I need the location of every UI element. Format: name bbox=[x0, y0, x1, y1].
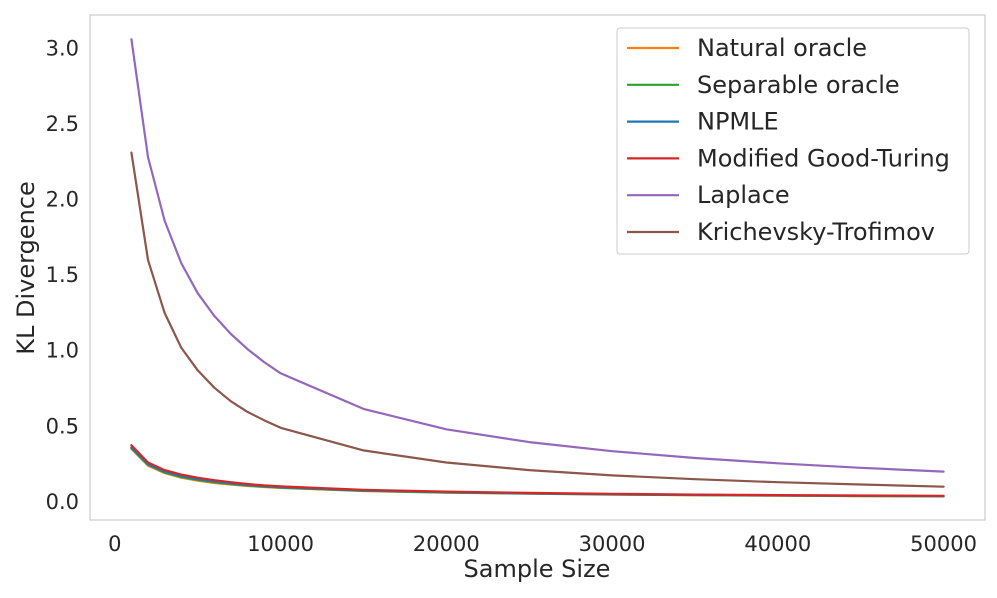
x-tick-label: 20000 bbox=[413, 532, 480, 556]
y-tick-label: 0.5 bbox=[46, 414, 79, 438]
y-tick-labels: 0.0 0.5 1.0 1.5 2.0 2.5 3.0 bbox=[46, 36, 79, 514]
y-tick-label: 2.0 bbox=[46, 187, 79, 211]
y-tick-label: 3.0 bbox=[46, 36, 79, 60]
y-tick-label: 1.5 bbox=[46, 263, 79, 287]
legend-label: NPMLE bbox=[697, 108, 779, 136]
x-tick-label: 10000 bbox=[247, 532, 314, 556]
legend-label: Krichevsky-Trofimov bbox=[697, 218, 935, 246]
series-layer bbox=[130, 38, 945, 498]
series-line-laplace bbox=[130, 38, 945, 473]
legend-label: Laplace bbox=[697, 181, 790, 209]
x-tick-labels: 0 10000 20000 30000 40000 50000 bbox=[108, 532, 977, 556]
x-tick-label: 30000 bbox=[579, 532, 646, 556]
y-tick-label: 2.5 bbox=[46, 112, 79, 136]
series-line-modified-good-turing bbox=[130, 444, 945, 497]
x-tick-label: 50000 bbox=[910, 532, 977, 556]
legend-label: Modified Good-Turing bbox=[697, 144, 950, 172]
legend-box bbox=[616, 27, 970, 255]
legend: Natural oracle Separable oracle NPMLE Modif… bbox=[616, 27, 970, 255]
legend-items: Natural oracle Separable oracle NPMLE Modif… bbox=[627, 34, 950, 246]
y-tick-label: 0.0 bbox=[46, 490, 79, 514]
x-tick-label: 40000 bbox=[744, 532, 811, 556]
x-tick-label: 0 bbox=[108, 532, 121, 556]
series-line-krichevsky-trofimov bbox=[130, 151, 945, 488]
y-axis-label: KL Divergence bbox=[12, 181, 40, 354]
legend-label: Separable oracle bbox=[697, 71, 900, 99]
y-tick-label: 1.0 bbox=[46, 339, 79, 363]
legend-label: Natural oracle bbox=[697, 34, 867, 62]
x-axis-label: Sample Size bbox=[464, 555, 611, 583]
